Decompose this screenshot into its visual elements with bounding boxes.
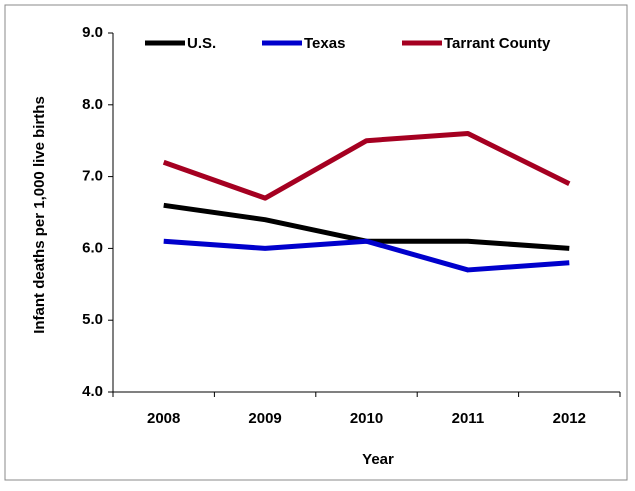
y-axis-label: Infant deaths per 1,000 live births: [31, 96, 48, 334]
x-tick-label: 2011: [452, 410, 485, 427]
x-tick-label: 2009: [248, 410, 281, 427]
x-tick-label: 2012: [553, 410, 586, 427]
y-tick-label: 8.0: [82, 96, 103, 113]
series-line: [162, 131, 571, 201]
legend-label: Tarrant County: [444, 35, 551, 52]
y-tick-label: 6.0: [82, 239, 103, 256]
x-tick-label: 2008: [147, 410, 180, 427]
legend-label: U.S.: [187, 35, 216, 52]
y-tick-label: 9.0: [82, 24, 103, 41]
legend-label: Texas: [304, 35, 345, 52]
y-tick-label: 7.0: [82, 168, 103, 185]
x-axis-label: Year: [362, 451, 394, 468]
y-tick-label: 4.0: [82, 383, 103, 400]
y-tick-label: 5.0: [82, 311, 103, 328]
series-line: [163, 238, 570, 273]
x-tick-label: 2010: [350, 410, 383, 427]
